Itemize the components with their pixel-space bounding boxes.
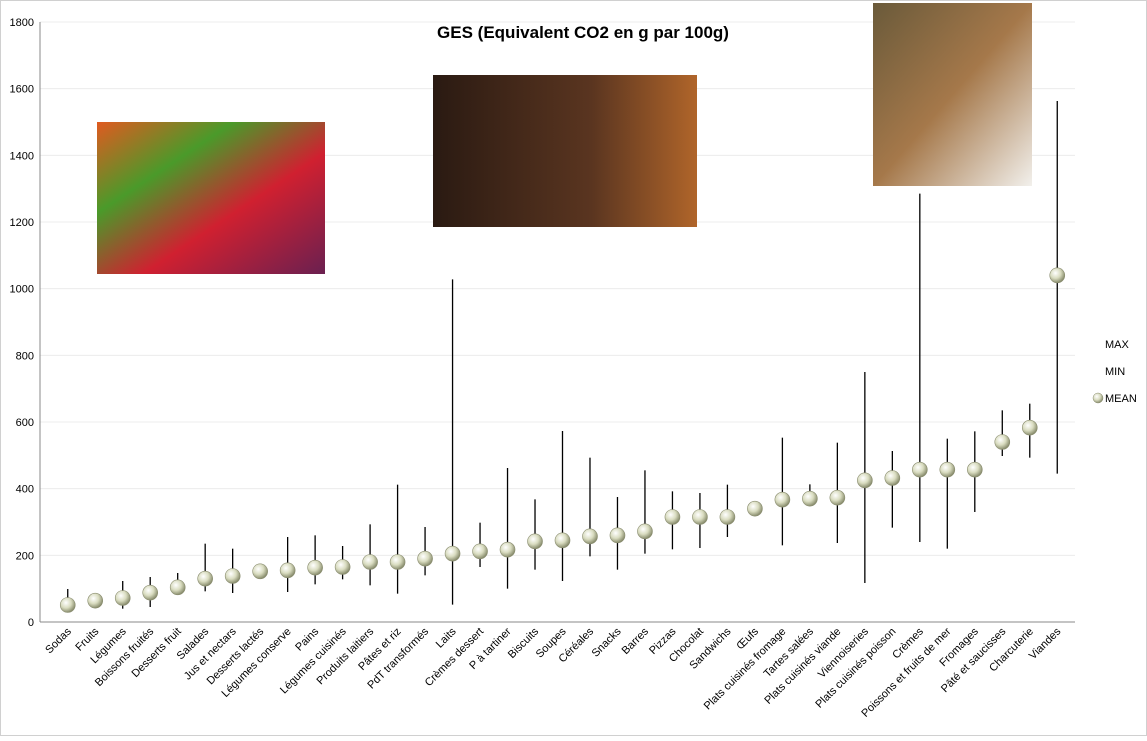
mean-marker [582,528,598,545]
y-tick-label: 0 [28,617,34,629]
y-tick-label: 600 [16,417,34,429]
mean-marker [664,509,681,525]
mean-marker [197,570,213,587]
y-tick-label: 1800 [10,17,34,29]
y-tick-label: 1000 [10,284,34,296]
mean-marker [417,550,433,567]
x-tick-label: Sodas [43,625,74,656]
mean-marker [1021,419,1038,436]
mean-marker [554,532,571,549]
mean-marker [142,584,159,601]
mean-marker [1049,267,1066,284]
vegetables-photo [97,122,325,274]
mean-marker [994,434,1011,450]
mean-marker [912,461,928,478]
mean-marker [774,491,791,508]
y-tick-label: 400 [16,484,34,496]
y-tick-label: 1600 [10,84,34,96]
mean-marker [334,559,351,575]
mean-marker [829,489,846,506]
mean-marker [857,472,873,489]
mean-marker [279,562,296,579]
mean-marker [224,568,241,584]
mean-marker [609,527,626,544]
chocolate-photo [433,75,697,227]
mean-marker [637,523,653,540]
legend-label: MAX [1105,339,1130,351]
legend-marker [1092,392,1104,404]
mean-marker [169,579,186,596]
mean-marker [444,545,461,562]
mean-marker [966,461,983,478]
mean-marker [114,590,131,606]
y-tick-label: 1200 [10,217,34,229]
grid: 0 200 400 600 800 1000 1200 1400 1600 1800 [10,17,1075,629]
x-tick-label: Barres [620,625,652,657]
mean-marker [527,533,543,550]
mean-marker [499,541,516,558]
mean-marker [59,597,76,613]
y-tick-label: 1400 [10,150,34,162]
mean-marker [719,509,736,525]
mean-marker [939,461,956,478]
mean-marker [389,554,406,570]
chart-title: GES (Equivalent CO2 en g par 100g) [437,23,729,42]
mean-marker [802,490,818,507]
legend-label: MEAN [1105,393,1137,405]
mean-marker [692,509,708,525]
mean-marker [252,563,268,580]
y-tick-label: 200 [16,550,34,562]
mean-marker [87,592,104,609]
legend-label: MIN [1105,366,1125,378]
cow-photo [873,3,1032,186]
mean-marker [472,543,488,560]
mean-marker [307,559,323,576]
mean-marker [884,470,901,486]
mean-marker [747,500,763,517]
mean-marker [362,554,378,570]
y-tick-label: 800 [16,350,34,362]
x-tick-label: Snacks [590,625,624,659]
